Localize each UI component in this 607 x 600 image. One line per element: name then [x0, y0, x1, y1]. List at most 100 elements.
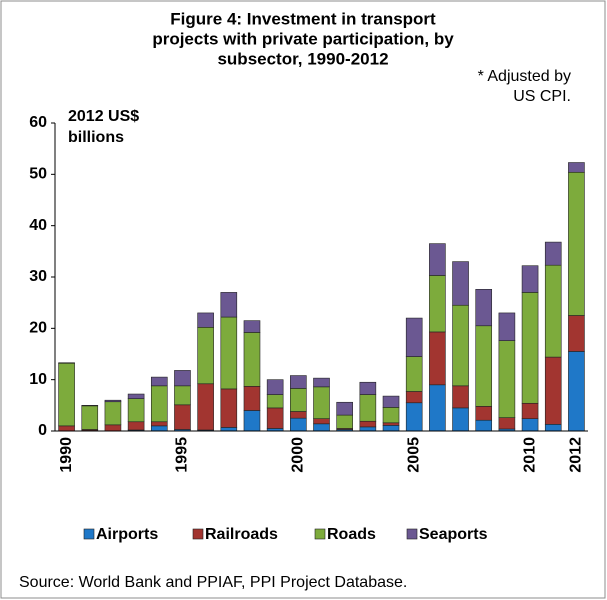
bar-segment: [568, 315, 585, 352]
y-tick-label: 30: [29, 268, 47, 285]
y-tick-label: 10: [29, 371, 47, 388]
bar-segment: [382, 422, 400, 426]
bar-segment: [58, 362, 75, 427]
bar-segment: [150, 425, 168, 432]
bar-segment: [498, 340, 516, 418]
bar-segment: [58, 425, 75, 432]
legend-swatch: [314, 528, 326, 540]
legend-label: Airports: [96, 526, 158, 543]
bar-segment: [429, 275, 446, 333]
bar-segment: [544, 264, 562, 358]
x-tick-label: 2012: [568, 437, 585, 473]
bar-segment: [104, 424, 122, 432]
bar-segment: [127, 421, 145, 431]
bar-segment: [174, 370, 191, 387]
bar-segment: [521, 418, 539, 432]
annotation: * Adjusted by: [478, 68, 571, 85]
x-tick-label: 1995: [174, 437, 191, 473]
x-tick-label: 2010: [521, 437, 538, 473]
bar-segment: [220, 292, 238, 318]
bar-segment: [127, 398, 145, 423]
bar-segment: [475, 289, 493, 327]
bar-segment: [220, 316, 238, 390]
y-tick-label: 40: [29, 217, 47, 234]
bar-segment: [290, 417, 307, 432]
bar-segment: [452, 304, 469, 387]
bar-segment: [290, 375, 307, 389]
legend-label: Railroads: [205, 526, 278, 543]
bar-segment: [313, 386, 330, 419]
bar-segment: [197, 312, 214, 328]
bar-segment: [313, 377, 330, 388]
bar-segment: [568, 162, 585, 173]
legend-label: Seaports: [419, 526, 488, 543]
bar-segment: [313, 423, 330, 432]
bar-segment: [405, 356, 423, 392]
bar-segment: [475, 406, 493, 421]
bar-segment: [243, 332, 261, 387]
y-axis-label: 2012 US$: [68, 108, 139, 125]
x-tick-label: 2005: [405, 437, 422, 473]
bar-segment: [174, 404, 191, 430]
bar-segment: [521, 265, 539, 293]
chart-title: Figure 4: Investment in transport: [170, 9, 436, 28]
bar-segment: [568, 351, 585, 432]
x-tick-label: 1990: [58, 437, 75, 473]
source-note: Source: World Bank and PPIAF, PPI Projec…: [19, 574, 407, 591]
bar-segment: [359, 420, 377, 428]
bar-segment: [475, 325, 493, 407]
bar-segment: [290, 411, 307, 419]
bar-segment: [452, 261, 469, 306]
bar-segment: [81, 405, 99, 430]
bar-segment: [498, 417, 516, 430]
bar-segment: [359, 381, 377, 395]
bar-segment: [58, 362, 75, 364]
bar-segment: [104, 401, 122, 426]
bar-segment: [405, 402, 423, 432]
bar-segment: [127, 393, 145, 399]
y-tick-label: 0: [38, 422, 47, 439]
y-axis-label: billions: [68, 129, 124, 146]
bar-segment: [243, 320, 261, 333]
bar-segment: [266, 379, 284, 395]
bar-segment: [382, 425, 400, 432]
bar-segment: [150, 376, 168, 387]
bar-segment: [452, 407, 469, 432]
bar-segment: [544, 424, 562, 432]
legend-swatch: [83, 528, 95, 540]
bar-segment: [359, 394, 377, 422]
bar-segment: [243, 410, 261, 432]
bar-segment: [544, 356, 562, 425]
bar-segment: [243, 386, 261, 411]
bar-segment: [266, 394, 284, 409]
bar-segment: [405, 317, 423, 357]
bar-segment: [313, 418, 330, 425]
chart-title: subsector, 1990-2012: [217, 49, 388, 68]
bar-segment: [336, 414, 353, 429]
bar-segment: [197, 327, 214, 385]
legend-label: Roads: [327, 526, 376, 543]
chart-title: projects with private participation, by: [152, 29, 454, 48]
bar-segment: [521, 402, 539, 419]
bar-segment: [81, 405, 99, 407]
bar-segment: [498, 312, 516, 341]
bar-segment: [150, 421, 168, 427]
y-tick-label: 50: [29, 166, 47, 183]
bar-segment: [220, 388, 238, 428]
legend-swatch: [406, 528, 418, 540]
bar-segment: [150, 385, 168, 423]
bar-segment: [197, 383, 214, 431]
bar-segment: [382, 407, 400, 424]
bar-segment: [568, 171, 585, 316]
legend-swatch: [192, 528, 204, 540]
bar-segment: [429, 243, 446, 276]
annotation: US CPI.: [513, 88, 571, 105]
bar-segment: [544, 241, 562, 266]
bar-segment: [359, 426, 377, 432]
bar-segment: [429, 331, 446, 386]
y-tick-label: 20: [29, 320, 47, 337]
bar-segment: [429, 384, 446, 432]
bar-segment: [220, 427, 238, 432]
